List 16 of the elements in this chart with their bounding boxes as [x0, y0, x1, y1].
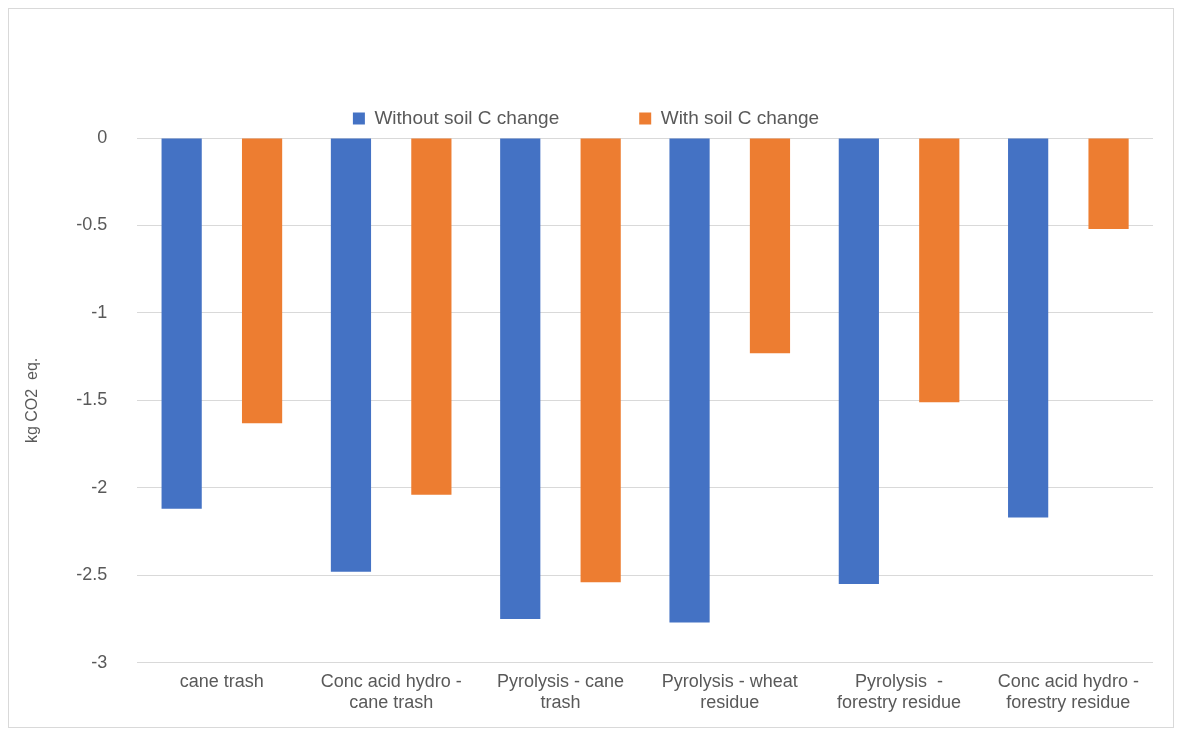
- y-tick-label: -1.5: [76, 389, 108, 410]
- legend-label: Without soil C change: [374, 106, 560, 128]
- y-tick-label: -2: [91, 476, 108, 497]
- y-tick-label: -3: [91, 651, 108, 672]
- y-tick-label: -0.5: [76, 214, 108, 235]
- x-tick-label: Conc acid hydro - cane trash: [320, 670, 462, 713]
- x-tick-label: Pyrolysis - cane trash: [496, 670, 624, 713]
- x-tick-label: Pyrolysis - forestry residue: [837, 670, 962, 713]
- x-tick-label: Conc acid hydro - forestry residue: [997, 670, 1139, 713]
- x-tick-label: Pyrolysis - wheat residue: [661, 670, 798, 713]
- legend-label: With soil C change: [660, 106, 820, 128]
- y-tick-label: -2.5: [76, 564, 108, 585]
- y-tick-label: -1: [91, 301, 108, 322]
- x-tick-label: cane trash: [179, 670, 264, 691]
- y-axis-title: kg CO2 eq.: [23, 357, 41, 444]
- y-tick-label: 0: [97, 126, 108, 147]
